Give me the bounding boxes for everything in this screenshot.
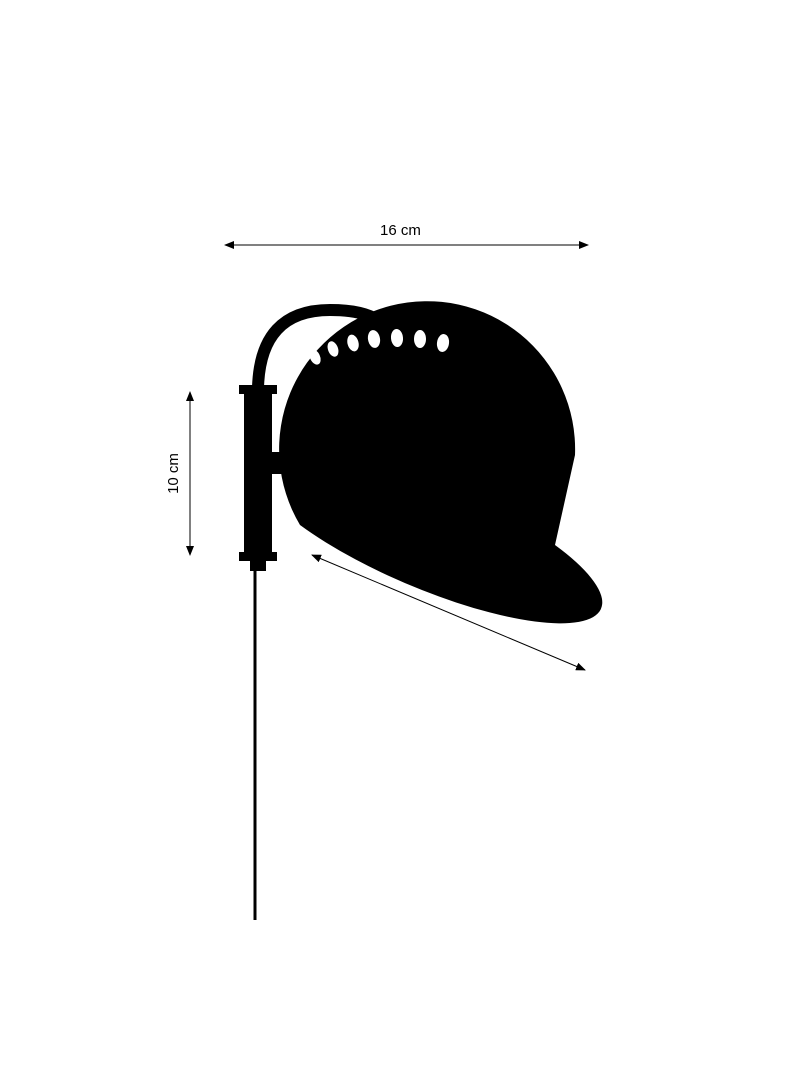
lamp-dimension-diagram: 16 cm 10 cm 12 cm [0,0,800,1066]
dim-label-width: 16 cm [380,222,421,239]
wall-bracket [244,394,272,552]
lamp-silhouette [239,301,602,920]
vent-hole [414,330,426,348]
bracket-bottom-cap [239,552,277,561]
bracket-top-cap [239,385,277,394]
dim-label-height: 10 cm [165,453,182,494]
bracket-nub [250,561,266,571]
